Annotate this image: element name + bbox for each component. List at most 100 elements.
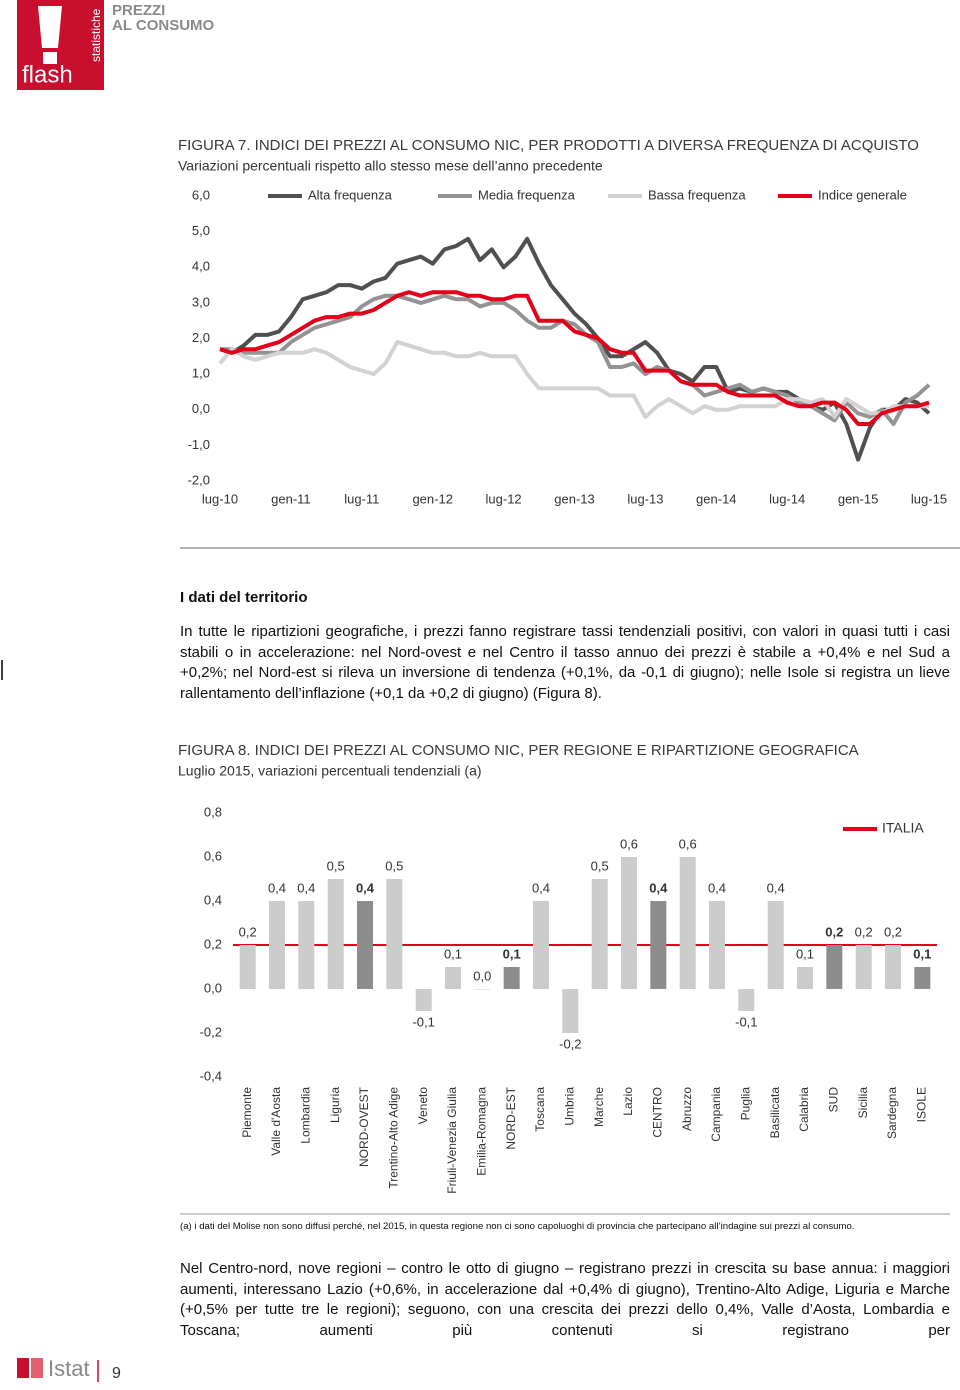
bar	[357, 901, 373, 989]
x-tick-label: SUD	[827, 1087, 841, 1113]
section-line: PREZZI	[112, 2, 165, 19]
legend-label: Indice generale	[818, 187, 907, 202]
y-tick-label: 0,2	[204, 936, 222, 951]
value-label: 0,4	[649, 880, 668, 895]
bar	[679, 857, 696, 989]
chart-subtitle: Variazioni percentuali rispetto allo ste…	[178, 158, 603, 174]
x-tick-label: Abruzzo	[680, 1087, 694, 1131]
footer-logo-icon	[31, 1358, 43, 1378]
logo-text: flash	[22, 61, 73, 88]
chart-title: FIGURA 8. INDICI DEI PREZZI AL CONSUMO N…	[178, 742, 859, 759]
value-label: 0,2	[855, 924, 873, 939]
y-tick-label: 1,0	[192, 366, 210, 381]
bar	[826, 945, 843, 989]
y-tick-label: 6,0	[192, 187, 210, 202]
bar	[855, 945, 872, 989]
y-tick-label: 0,0	[192, 401, 210, 416]
legend-label: Media frequenza	[478, 187, 576, 202]
bar	[298, 901, 315, 989]
x-tick-label: Veneto	[416, 1087, 430, 1125]
value-label: 0,4	[532, 880, 550, 895]
x-tick-label: NORD-OVEST	[357, 1086, 371, 1167]
value-label: 0,5	[591, 858, 609, 873]
bar	[415, 989, 432, 1011]
x-tick-label: Valle d'Aosta	[269, 1087, 283, 1156]
x-tick-label: NORD-EST	[504, 1086, 518, 1149]
x-tick-label: Calabria	[797, 1087, 811, 1132]
logo-side: statistiche	[89, 8, 103, 62]
x-tick-label: gen-12	[412, 491, 452, 506]
x-tick-label: gen-14	[696, 491, 736, 506]
bar	[914, 967, 931, 989]
bar	[239, 945, 256, 989]
value-label: -0,1	[735, 1014, 757, 1029]
x-tick-label: Lombardia	[299, 1087, 313, 1144]
bar	[738, 989, 755, 1011]
y-tick-label: -2,0	[188, 472, 210, 487]
x-tick-label: Marche	[592, 1087, 606, 1127]
bar	[767, 901, 784, 989]
footer-brand: Istat	[48, 1356, 90, 1381]
x-tick-label: ISOLE	[915, 1087, 929, 1122]
x-tick-label: gen-11	[271, 491, 311, 506]
paragraph: Nel Centro-nord, nove regioni – contro l…	[180, 1260, 950, 1339]
x-tick-label: gen-13	[554, 491, 594, 506]
bar	[533, 901, 549, 989]
chart-title: FIGURA 7. INDICI DEI PREZZI AL CONSUMO N…	[178, 137, 919, 154]
series-line	[218, 340, 929, 419]
y-tick-label: 0,8	[204, 804, 222, 819]
value-label: 0,5	[385, 858, 403, 873]
footer-logo-icon	[17, 1358, 29, 1378]
series-line	[219, 236, 931, 462]
x-tick-label: Basilicata	[768, 1087, 782, 1139]
x-tick-label: lug-12	[486, 491, 522, 506]
value-label: 0,2	[825, 924, 843, 939]
y-tick-label: -0,2	[200, 1024, 222, 1039]
y-tick-label: 3,0	[192, 294, 210, 309]
y-tick-label: 0,6	[204, 848, 222, 863]
value-label: 0,1	[444, 946, 462, 961]
value-label: 0,4	[708, 880, 726, 895]
y-tick-label: -1,0	[188, 437, 210, 452]
bar	[621, 857, 637, 989]
x-tick-label: Lazio	[621, 1087, 635, 1116]
value-label: -0,2	[559, 1036, 581, 1051]
bar	[445, 967, 461, 989]
x-tick-label: Puglia	[739, 1087, 753, 1121]
bar	[885, 945, 901, 989]
x-tick-label: CENTRO	[651, 1087, 665, 1138]
x-tick-label: Emilia-Romagna	[475, 1087, 489, 1176]
x-tick-label: Piemonte	[240, 1087, 254, 1138]
x-tick-label: Toscana	[533, 1087, 547, 1132]
x-tick-label: Friuli-Venezia Giulia	[445, 1087, 459, 1194]
y-tick-label: -0,4	[200, 1068, 222, 1083]
bar	[327, 879, 344, 989]
x-tick-label: gen-15	[838, 491, 878, 506]
section-line: AL CONSUMO	[112, 17, 215, 34]
value-label: 0,1	[913, 946, 931, 961]
value-label: 0,5	[327, 858, 345, 873]
value-label: 0,4	[297, 880, 315, 895]
legend-label: ITALIA	[882, 820, 924, 836]
logo-exclamation	[38, 6, 62, 48]
bar	[269, 901, 285, 989]
section-heading: I dati del territorio	[180, 589, 308, 606]
y-tick-label: 4,0	[192, 259, 210, 274]
x-tick-label: Trentino-Alto Adige	[387, 1087, 401, 1189]
x-tick-label: lug-10	[202, 491, 238, 506]
bar	[591, 879, 608, 989]
x-tick-label: lug-15	[911, 491, 947, 506]
y-tick-label: 0,0	[204, 980, 222, 995]
x-tick-label: Sardegna	[885, 1087, 899, 1139]
value-label: 0,4	[356, 880, 375, 895]
legend-label: Bassa frequenza	[648, 187, 746, 202]
footnote: (a) i dati del Molise non sono diffusi p…	[180, 1221, 855, 1232]
bar	[386, 879, 403, 989]
bar	[562, 989, 579, 1033]
page-number: 9	[112, 1365, 121, 1382]
bar	[709, 901, 725, 989]
value-label: 0,4	[268, 880, 286, 895]
value-label: 0,2	[239, 924, 257, 939]
